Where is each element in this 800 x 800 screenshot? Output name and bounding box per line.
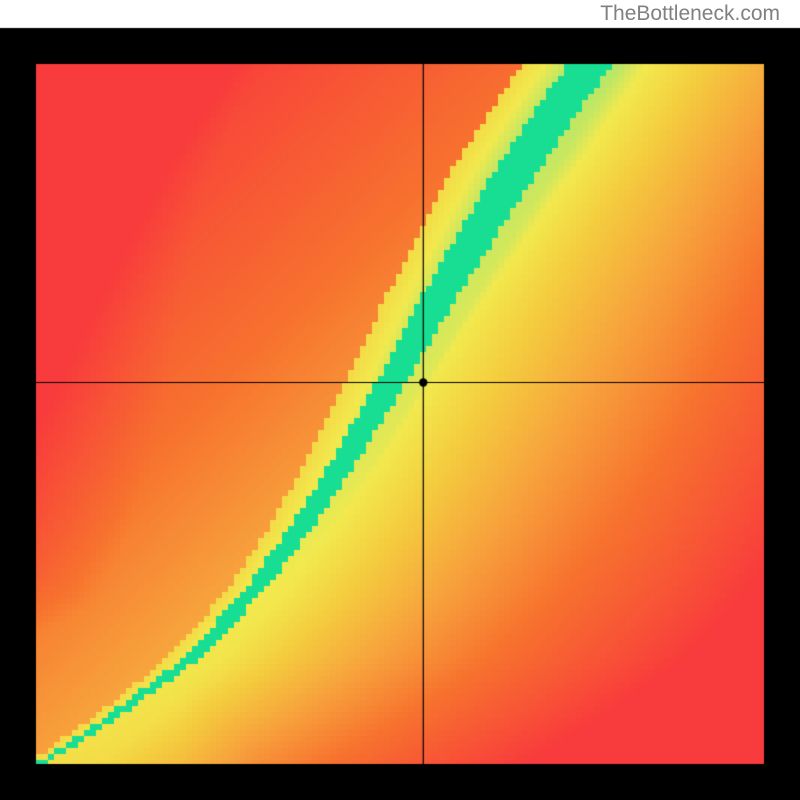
watermark-text: TheBottleneck.com [600, 2, 780, 26]
chart-container: TheBottleneck.com [0, 0, 800, 800]
bottleneck-heatmap [0, 0, 800, 800]
